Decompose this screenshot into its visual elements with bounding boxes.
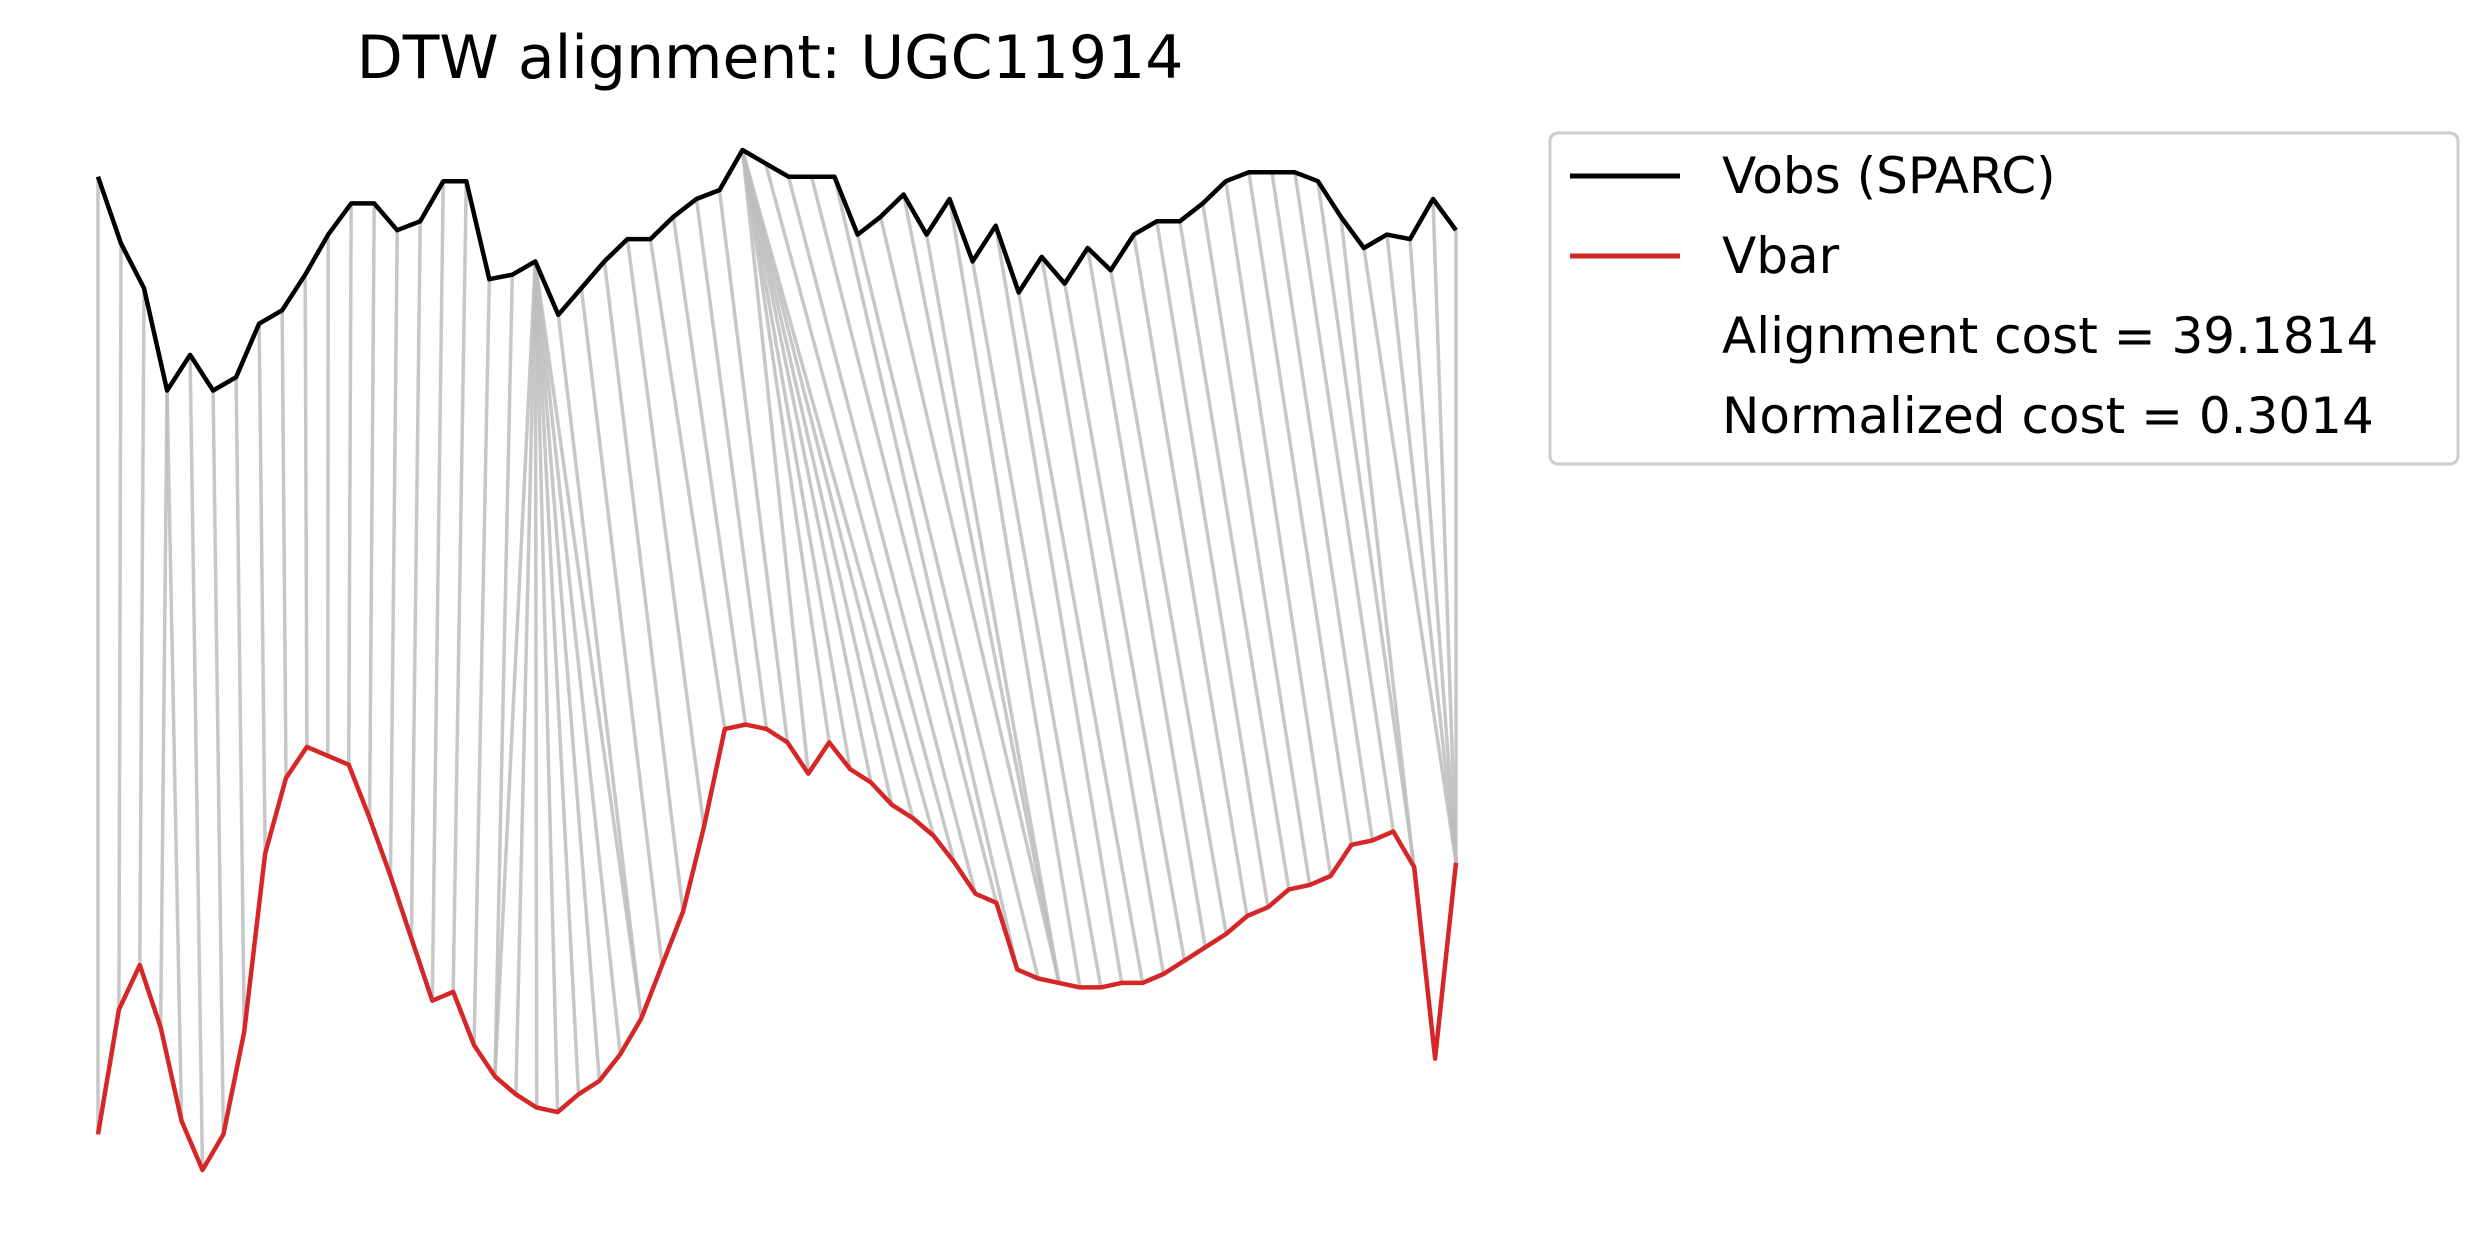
alignment-connector — [740, 149, 894, 806]
alignment-connector — [970, 261, 1103, 988]
alignment-connector — [648, 238, 727, 730]
series-line-vbar — [95, 722, 1459, 1173]
alignment-connector — [138, 288, 146, 966]
alignment-connector — [1109, 269, 1228, 935]
alignment-connector — [367, 203, 376, 819]
alignment-connector — [947, 198, 1082, 988]
legend-label-bar: Vbar — [1722, 227, 1840, 285]
alignment-connector — [763, 162, 957, 864]
alignment-connector — [740, 149, 936, 837]
legend: Vobs (SPARC) Vbar Alignment cost = 39.18… — [1548, 131, 2460, 466]
alignment-connector — [832, 176, 1019, 970]
alignment-connector — [1362, 247, 1458, 863]
alignment-connector — [901, 194, 1061, 984]
alignment-connector — [472, 279, 492, 1046]
legend-box — [1548, 131, 2460, 466]
alignment-connector — [165, 390, 184, 1122]
alignment-connector — [188, 354, 205, 1171]
alignment-connector — [493, 261, 538, 1077]
alignment-connector — [740, 149, 811, 774]
alignment-connector — [717, 189, 790, 743]
alignment-connector — [671, 216, 748, 725]
alignment-connector — [1155, 220, 1270, 908]
alignment-connector — [625, 238, 706, 828]
alignment-connector — [158, 390, 169, 1028]
alignment-connector — [1385, 234, 1458, 863]
alignment-connector — [211, 390, 226, 1135]
alignment-connector — [740, 149, 831, 743]
alignment-connector — [303, 274, 309, 747]
alignment-connector — [993, 225, 1124, 984]
alignment-connector — [1062, 283, 1187, 961]
alignment-connector — [1086, 247, 1208, 948]
alignment-connector — [786, 176, 978, 895]
series-lines — [95, 147, 1459, 1173]
alignment-connector — [1039, 256, 1166, 975]
alignment-connector — [809, 176, 999, 904]
alignment-connector — [694, 198, 769, 730]
alignment-connector — [533, 261, 539, 1108]
alignment-connector — [1293, 172, 1396, 832]
series-line-vobs — [95, 147, 1458, 393]
chart-title: DTW alignment: UGC11914 — [357, 23, 1184, 93]
legend-normalized-cost: Normalized cost = 0.3014 — [1722, 387, 2374, 445]
alignment-connector — [117, 243, 123, 1010]
alignment-connector — [1016, 292, 1145, 984]
alignment-connector — [1201, 203, 1312, 886]
alignment-connector — [533, 261, 560, 1113]
alignment-connector — [1270, 172, 1375, 841]
alignment-connector — [533, 261, 602, 1082]
alignment-connector — [740, 149, 873, 783]
alignment-connector — [1408, 238, 1458, 863]
alignment-connector — [346, 203, 353, 765]
alignment-connector — [855, 234, 1040, 979]
alignment-connector — [556, 314, 643, 1019]
legend-alignment-cost: Alignment cost = 39.1814 — [1722, 307, 2378, 365]
alignment-connector — [533, 261, 581, 1095]
alignment-connector — [409, 221, 422, 939]
alignment-connector — [1316, 180, 1416, 868]
alignment-connector — [493, 274, 515, 1077]
alignment-connector — [1247, 172, 1354, 846]
alignment-connector — [388, 230, 399, 877]
alignment-connector — [878, 216, 1061, 984]
alignment-connector — [1178, 220, 1291, 890]
alignment-connector — [533, 261, 643, 1019]
alignment-connector — [280, 310, 288, 779]
alignment-connector — [234, 377, 246, 1032]
alignment-connector — [1431, 198, 1458, 863]
alignment-connectors — [96, 149, 1458, 1171]
alignment-connector — [740, 149, 852, 770]
alignment-connector — [257, 323, 267, 854]
legend-label-obs: Vobs (SPARC) — [1722, 147, 2056, 205]
alignment-connector — [514, 261, 538, 1095]
alignment-connector — [1132, 234, 1249, 917]
alignment-connector — [740, 149, 915, 819]
alignment-connector — [579, 287, 664, 966]
alignment-connector — [1224, 180, 1333, 877]
alignment-connector — [533, 261, 623, 1055]
alignment-connector — [451, 181, 469, 992]
alignment-connector — [430, 181, 446, 1001]
alignment-connector — [924, 234, 1061, 984]
alignment-connector — [602, 261, 685, 912]
